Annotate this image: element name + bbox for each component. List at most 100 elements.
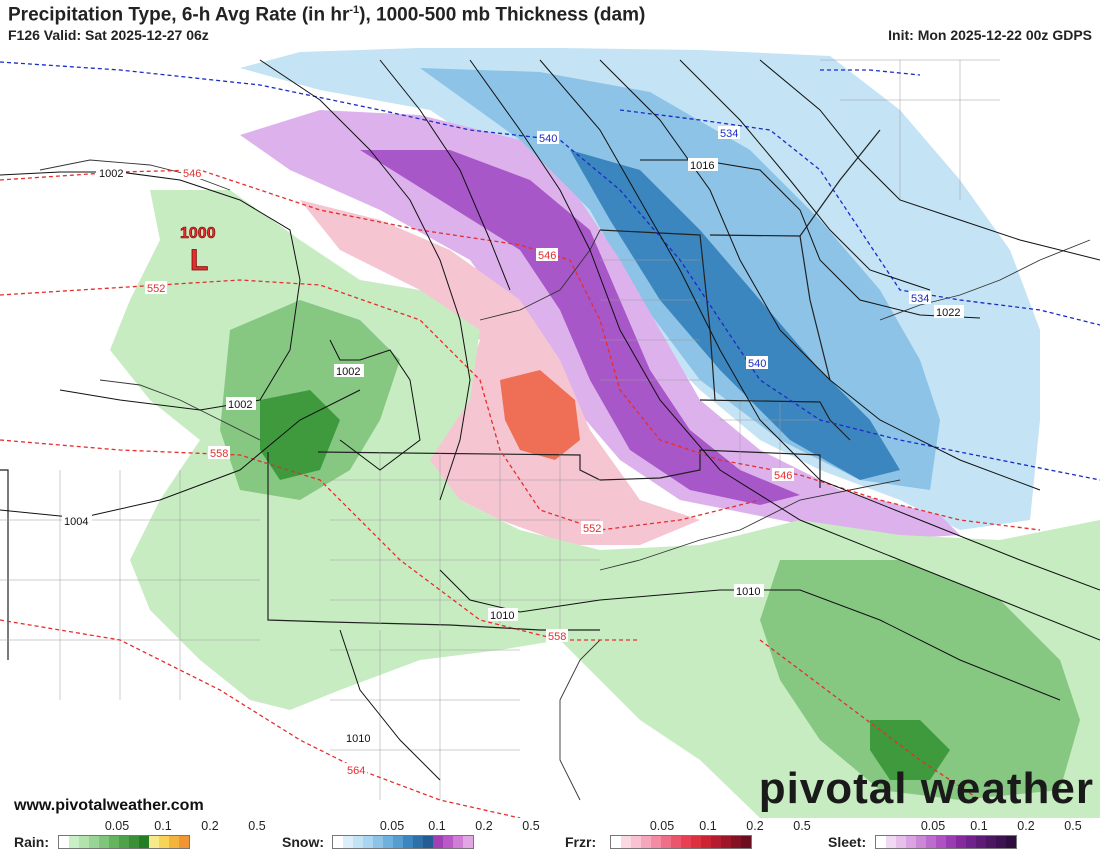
legend-swatch <box>641 836 651 848</box>
weather-map: 1002 1002 1002 1004 1010 1010 1010 1016 … <box>0 46 1100 818</box>
thickness-label: 558 <box>210 448 228 460</box>
legend-snow-swatches <box>332 835 474 849</box>
legend-rain-swatches <box>58 835 190 849</box>
legend-swatch <box>916 836 926 848</box>
legend-swatch <box>99 836 109 848</box>
legend-tick: 0.1 <box>699 819 717 833</box>
legend-frzr: Frzr: 0.05 0.1 0.2 0.5 <box>565 818 825 850</box>
legend-swatch <box>69 836 79 848</box>
frzr-area-light <box>300 200 700 545</box>
legend-tick: 0.1 <box>428 819 446 833</box>
legend-swatch <box>169 836 179 848</box>
legend-swatch <box>936 836 946 848</box>
legend-swatch <box>976 836 986 848</box>
isobar-label: 1016 <box>690 160 714 172</box>
legend-swatch <box>443 836 453 848</box>
legend-sleet-label: Sleet: <box>828 834 867 850</box>
legend-swatch <box>1006 836 1016 848</box>
legend-swatch <box>403 836 413 848</box>
legend-swatch <box>886 836 896 848</box>
legend-swatch <box>906 836 916 848</box>
legend-swatch <box>109 836 119 848</box>
legend-swatch <box>413 836 423 848</box>
legend-swatch <box>149 836 159 848</box>
map-title: Precipitation Type, 6-h Avg Rate (in hr-… <box>8 4 646 26</box>
legend-tick: 0.2 <box>1017 819 1035 833</box>
thickness-label: 534 <box>720 128 738 140</box>
legend-swatch <box>179 836 189 848</box>
legend-tick: 0.05 <box>104 819 130 833</box>
isobar-label: 1002 <box>99 168 123 180</box>
legend-swatch <box>423 836 433 848</box>
legend-swatch <box>741 836 751 848</box>
thickness-label: 546 <box>538 250 556 262</box>
legend-frzr-swatches <box>610 835 752 849</box>
legend-swatch <box>691 836 701 848</box>
isobar-label: 1010 <box>736 586 760 598</box>
legend-tick: 0.5 <box>793 819 811 833</box>
legend-swatch <box>956 836 966 848</box>
legend-snow: Snow: 0.05 0.1 0.2 0.5 <box>282 818 552 850</box>
legend-tick: 0.2 <box>746 819 764 833</box>
valid-time: F126 Valid: Sat 2025-12-27 06z <box>8 27 209 43</box>
thickness-lines-blue <box>0 61 1100 481</box>
legend-rain: Rain: 0.05 0.1 0.2 0.5 <box>0 818 275 850</box>
legend-rain-label: Rain: <box>14 834 49 850</box>
legend-swatch <box>661 836 671 848</box>
legend-swatch <box>433 836 443 848</box>
isobar-label: 1002 <box>228 399 252 411</box>
frzr-area-heavy <box>500 370 580 460</box>
legend-swatch <box>393 836 403 848</box>
legend-swatch <box>119 836 129 848</box>
legend-swatch <box>159 836 169 848</box>
isobar-label: 1004 <box>64 516 88 528</box>
legend-swatch <box>896 836 906 848</box>
rain-area-mid-ocean <box>760 560 1080 800</box>
legend-swatch <box>363 836 373 848</box>
sleet-area-heavy <box>360 150 800 505</box>
legend-swatch <box>701 836 711 848</box>
thickness-label: 558 <box>548 631 566 643</box>
thickness-lines-red <box>0 169 1041 818</box>
thickness-label: 540 <box>748 358 766 370</box>
isobar-label: 1022 <box>936 307 960 319</box>
legend-tick: 0.1 <box>970 819 988 833</box>
legend-swatch <box>946 836 956 848</box>
legend-tick: 0.2 <box>475 819 493 833</box>
thickness-labels-red: 546 546 546 552 552 558 558 564 <box>145 166 794 777</box>
legend-swatch <box>671 836 681 848</box>
thickness-label: 546 <box>183 168 201 180</box>
legend-swatch <box>721 836 731 848</box>
isobar-labels: 1002 1002 1002 1004 1010 1010 1010 1016 … <box>62 158 964 745</box>
legend-swatch <box>463 836 473 848</box>
rain-area-heavy-ocean <box>870 720 950 780</box>
legend-swatch <box>996 836 1006 848</box>
thickness-label: 540 <box>539 133 557 145</box>
brand-logo: pivotal weather <box>758 764 1094 813</box>
legend-swatch <box>373 836 383 848</box>
legend-swatch <box>353 836 363 848</box>
legend-swatch <box>59 836 69 848</box>
legend-swatch <box>383 836 393 848</box>
legend-tick: 0.5 <box>248 819 266 833</box>
isobar-label: 1010 <box>490 610 514 622</box>
legend-swatch <box>333 836 343 848</box>
legend-swatch <box>453 836 463 848</box>
low-pressure-marker: 1000 L <box>180 225 216 278</box>
thickness-label: 534 <box>911 293 929 305</box>
legend-swatch <box>731 836 741 848</box>
legend-tick: 0.1 <box>154 819 172 833</box>
isobar-label: 1010 <box>346 733 370 745</box>
legend-swatch <box>139 836 149 848</box>
county-lines <box>0 59 1000 800</box>
legend-swatch <box>711 836 721 848</box>
website-url[interactable]: www.pivotalweather.com <box>14 797 204 814</box>
thickness-labels-blue: 540 534 534 540 <box>537 126 931 370</box>
init-time: Init: Mon 2025-12-22 00z GDPS <box>888 27 1092 43</box>
legend-swatch <box>611 836 621 848</box>
isobar-label: 1002 <box>336 366 360 378</box>
legend-tick: 0.5 <box>1064 819 1082 833</box>
legend-snow-label: Snow: <box>282 834 324 850</box>
legend-swatch <box>926 836 936 848</box>
legend-swatch <box>966 836 976 848</box>
